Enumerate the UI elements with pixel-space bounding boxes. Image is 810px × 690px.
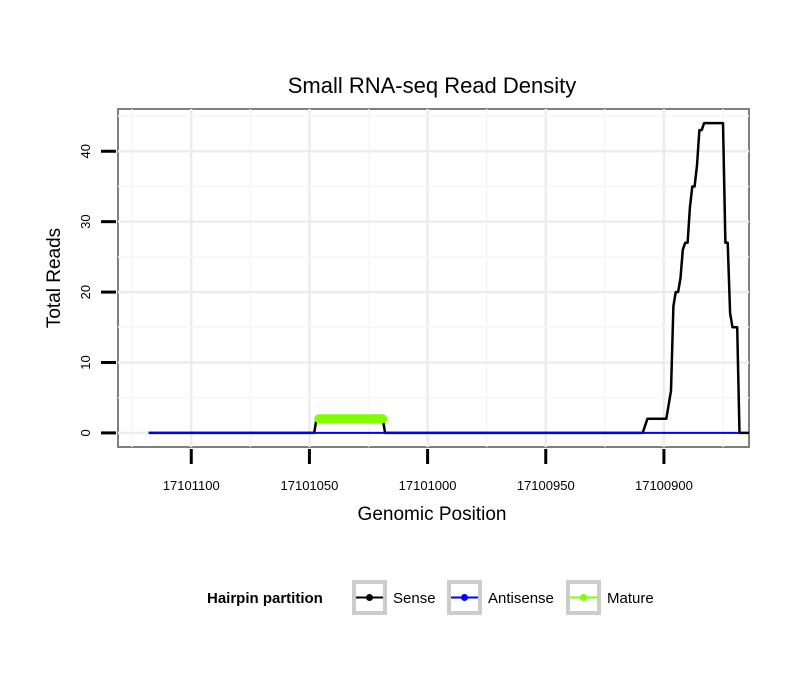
legend-point-antisense xyxy=(461,594,468,601)
legend-label-sense: Sense xyxy=(393,590,436,607)
x-tick-label: 17101050 xyxy=(281,478,339,493)
y-axis: 0 10 20 30 40 xyxy=(78,144,116,437)
y-tick-label: 30 xyxy=(78,214,93,228)
legend-item-mature: Mature xyxy=(566,580,654,615)
legend-item-antisense: Antisense xyxy=(447,580,554,615)
y-axis-title: Total Reads xyxy=(44,228,65,328)
x-tick-label: 17101100 xyxy=(163,478,220,493)
x-tick-label: 17100900 xyxy=(635,478,693,493)
legend-label-antisense: Antisense xyxy=(488,590,554,607)
y-tick-label: 40 xyxy=(78,144,93,158)
legend: Hairpin partition Sense Antisense Mature xyxy=(207,580,654,615)
x-axis-title: Genomic Position xyxy=(358,504,507,525)
chart-title: Small RNA-seq Read Density xyxy=(288,73,577,98)
x-tick-label: 17101000 xyxy=(399,478,457,493)
y-tick-label: 20 xyxy=(78,285,93,299)
y-tick-label: 10 xyxy=(78,355,93,369)
x-axis: 17101100 17101050 17101000 17100950 17100900 xyxy=(163,449,693,493)
legend-item-sense: Sense xyxy=(352,580,436,615)
legend-title: Hairpin partition xyxy=(207,590,323,607)
legend-label-mature: Mature xyxy=(607,590,654,607)
x-tick-label: 17100950 xyxy=(517,478,575,493)
legend-point-sense xyxy=(366,594,373,601)
legend-point-mature xyxy=(580,594,587,601)
series-layer xyxy=(148,121,749,435)
plot-panel xyxy=(117,108,750,448)
y-tick-label: 0 xyxy=(78,429,93,436)
